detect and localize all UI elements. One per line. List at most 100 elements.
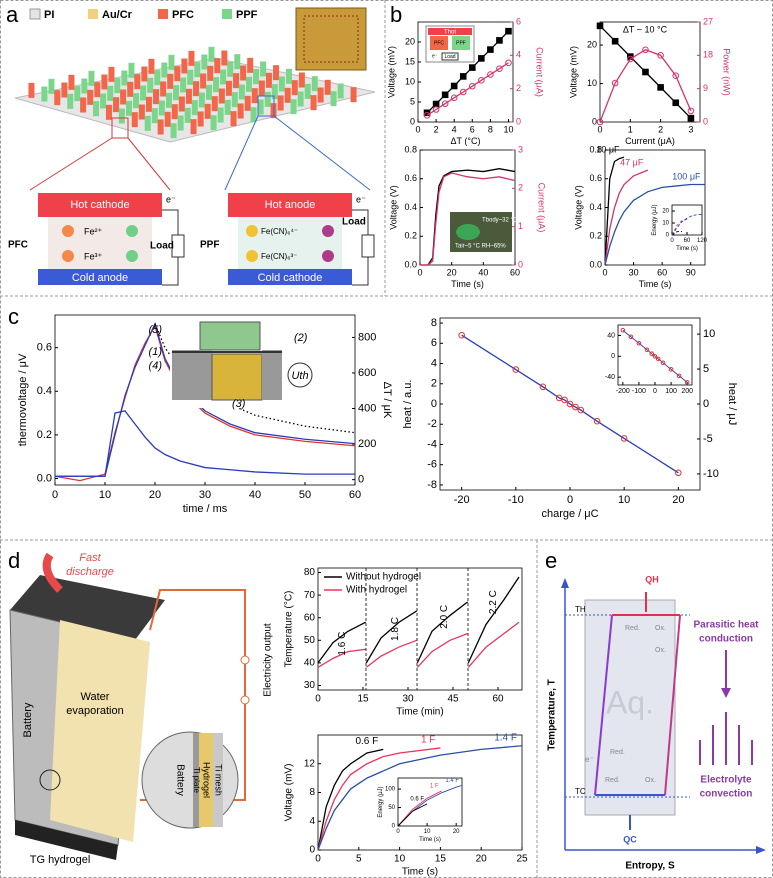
pillar xyxy=(145,96,152,112)
annotation: Fast xyxy=(79,552,101,564)
pillar xyxy=(87,89,94,105)
x-tick-label: 60 xyxy=(510,267,520,277)
pillar xyxy=(234,54,241,70)
arrowhead xyxy=(756,846,766,854)
y2-tick-label: 18 xyxy=(703,50,713,60)
x-tick-label: -200 xyxy=(616,388,630,395)
x-tick-label: 40 xyxy=(249,489,261,501)
y-tick-label: 50 xyxy=(388,805,395,811)
layer-label: Hydrogel xyxy=(202,762,212,798)
x-tick-label: -100 xyxy=(632,388,646,395)
x-tick-label: 0 xyxy=(602,267,607,277)
pillar xyxy=(211,96,218,112)
y-axis-label: Energy (μJ) xyxy=(652,204,658,235)
x-tick-label: 15 xyxy=(435,854,447,865)
chart: 0 15 30 45 60 30 40 50 60 70 80 Time (min) Temperatu… xyxy=(284,567,523,718)
pillar xyxy=(330,91,337,107)
x-tick-label: 25 xyxy=(516,854,528,865)
setup-inset: Uth (1) (2) (3) (4) (5) xyxy=(149,318,313,410)
pillar xyxy=(214,58,221,74)
axis-label: Entropy, S xyxy=(625,861,675,872)
series-line xyxy=(599,49,692,123)
pillar xyxy=(251,88,258,104)
pillar xyxy=(317,87,324,103)
x-tick-label: 0 xyxy=(670,238,674,244)
pillar xyxy=(108,66,115,82)
pillar xyxy=(238,84,245,100)
pillar xyxy=(304,83,311,99)
data-point xyxy=(496,37,503,44)
arrowhead xyxy=(721,688,731,698)
y-tick-label: 0 xyxy=(666,233,670,239)
cell-label: PFC xyxy=(8,240,28,251)
pillar xyxy=(151,108,158,124)
x-axis-label: charge / μC xyxy=(541,508,598,520)
setup-label: Uth xyxy=(291,370,308,382)
x-tick-label: 2 xyxy=(434,124,439,134)
setup-label: (2) xyxy=(294,332,308,344)
x-tick-label: 50 xyxy=(299,489,311,501)
photo-label: Tbody~32 °C xyxy=(482,218,518,224)
ion xyxy=(126,250,138,262)
y2-axis-label: heat / μJ xyxy=(726,383,738,425)
legend-text: PFC xyxy=(172,9,194,21)
x-tick-label: 30 xyxy=(629,267,639,277)
pillar xyxy=(148,58,155,74)
series-label: 1.4 F xyxy=(494,732,517,743)
pillar xyxy=(207,65,214,81)
data-point xyxy=(458,331,465,339)
pillar xyxy=(298,72,305,88)
photo-label: Tair~5 °C RH~65% xyxy=(455,244,506,250)
y2-tick-label: 5 xyxy=(703,363,709,375)
y2-tick-label: 6 xyxy=(516,16,521,26)
data-point xyxy=(668,367,674,372)
series-line xyxy=(317,621,520,668)
series-label: 1 F xyxy=(421,735,435,746)
x-tick-label: -10 xyxy=(508,494,524,506)
y2-tick-label: 27 xyxy=(703,16,713,26)
data-point xyxy=(468,82,476,90)
block xyxy=(262,350,282,400)
pillar xyxy=(177,115,184,131)
sample xyxy=(211,353,263,401)
data-point xyxy=(423,112,431,119)
y-tick-label: 0 xyxy=(592,116,597,126)
pillar xyxy=(218,88,225,104)
x-tick-label: -20 xyxy=(454,494,470,506)
y2-tick-label: 400 xyxy=(358,402,376,414)
pillar xyxy=(208,46,215,62)
data-point xyxy=(459,88,467,96)
y-tick-label: 12 xyxy=(304,758,316,769)
cycle-diagram: Temperature, T Entropy, S TH TC QH QC Aq… xyxy=(547,574,766,872)
pillar xyxy=(125,100,132,116)
y-axis-label: Voltage (mV) xyxy=(568,46,578,98)
data-point xyxy=(611,79,619,87)
legend-text: With hydrogel xyxy=(346,585,407,596)
y-tick-label: 40 xyxy=(304,658,316,669)
data-point xyxy=(596,22,604,30)
series-label: 47 μF xyxy=(620,157,644,167)
ion-label: Fe³⁺ xyxy=(84,251,103,261)
pillar xyxy=(67,93,74,109)
pillar xyxy=(324,79,331,95)
y-axis-label: Energy (μJ) xyxy=(378,786,384,817)
pillar xyxy=(284,87,291,103)
x-tick-label: 0 xyxy=(315,854,321,865)
series-label: 10 μF xyxy=(596,144,620,154)
swatch xyxy=(88,9,98,19)
pillar xyxy=(260,61,267,77)
annotation: convection xyxy=(700,789,753,800)
x-tick-label: 10 xyxy=(99,489,111,501)
y2-tick-label: 200 xyxy=(358,438,376,450)
pillar xyxy=(187,69,194,85)
pillar xyxy=(193,81,200,97)
panel-label: b xyxy=(390,2,402,27)
pillar xyxy=(201,54,208,70)
zoom-lines xyxy=(224,95,371,191)
ion-label: Fe(CN)₆⁴⁻ xyxy=(261,227,298,236)
pillar xyxy=(165,92,172,108)
setup-label: (4) xyxy=(149,360,163,372)
y2-tick-label: -5 xyxy=(703,433,713,445)
x-tick-label: 60 xyxy=(349,489,361,501)
y2-tick-label: 800 xyxy=(358,331,376,343)
